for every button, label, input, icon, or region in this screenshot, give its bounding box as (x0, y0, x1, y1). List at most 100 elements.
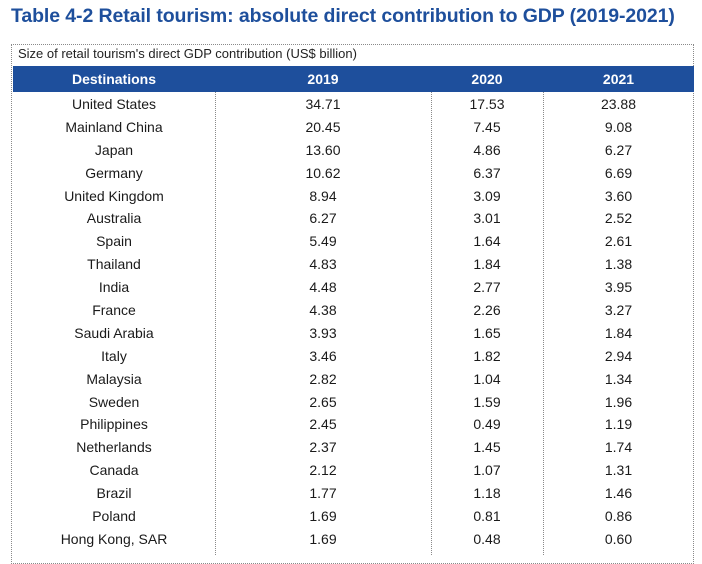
value-2020-cell: 1.65 (473, 324, 501, 341)
value-2021-cell: 23.88 (600, 96, 637, 112)
value-2020-cell: 0.81 (473, 508, 501, 525)
table-row: Netherlands 2.37 1.45 1.74 (13, 436, 694, 459)
table-row: Malaysia 2.82 1.04 1.34 (13, 368, 694, 391)
value-2019-cell: 20.45 (305, 118, 341, 135)
table-row: Germany 10.62 6.37 6.69 (13, 162, 694, 185)
value-2019-cell: 34.71 (305, 96, 341, 112)
value-2020-cell: 1.07 (473, 462, 501, 479)
value-2020-cell: 6.37 (473, 164, 501, 181)
value-2019-cell: 2.45 (309, 416, 337, 433)
destination-cell: Poland (92, 508, 136, 525)
column-separator (431, 92, 432, 555)
destination-cell: Saudi Arabia (74, 324, 154, 341)
table-row: Italy 3.46 1.82 2.94 (13, 345, 694, 368)
value-2020-cell: 4.86 (473, 141, 501, 158)
value-2020-cell: 1.84 (473, 256, 501, 273)
table-body: United States 34.71 17.53 23.88 Mainland Chi… (13, 93, 694, 551)
value-2019-cell: 1.77 (309, 485, 337, 502)
value-2020-cell: 1.82 (473, 347, 501, 364)
table-row: Australia 6.27 3.01 2.52 (13, 207, 694, 230)
table-row: Sweden 2.65 1.59 1.96 (13, 391, 694, 414)
value-2019-cell: 3.93 (309, 324, 337, 341)
table-row: Mainland China 20.45 7.45 9.08 (13, 116, 694, 139)
destination-cell: Philippines (80, 416, 148, 433)
table-row: Philippines 2.45 0.49 1.19 (13, 413, 694, 436)
value-2021-cell: 1.34 (604, 370, 633, 387)
destination-cell: Hong Kong, SAR (60, 530, 168, 547)
value-2019-cell: 8.94 (309, 187, 337, 204)
value-2021-cell: 1.19 (604, 416, 633, 433)
destination-cell: Italy (101, 347, 127, 364)
table-row: United Kingdom 8.94 3.09 3.60 (13, 185, 694, 208)
value-2019-cell: 4.48 (309, 279, 337, 296)
destination-cell: France (92, 302, 136, 319)
table-row: Thailand 4.83 1.84 1.38 (13, 253, 694, 276)
value-2019-cell: 3.46 (309, 347, 337, 364)
destination-cell: Brazil (96, 485, 132, 502)
value-2021-cell: 1.38 (604, 256, 633, 273)
value-2021-cell: 0.60 (604, 530, 633, 547)
value-2020-cell: 1.18 (473, 485, 501, 502)
table-title: Table 4-2 Retail tourism: absolute direc… (11, 5, 675, 27)
table-row: Japan 13.60 4.86 6.27 (13, 139, 694, 162)
table-row: Poland 1.69 0.81 0.86 (13, 505, 694, 528)
value-2021-cell: 2.52 (604, 210, 633, 227)
value-2021-cell: 6.27 (604, 141, 633, 158)
destination-cell: Thailand (87, 256, 141, 273)
destination-cell: Sweden (88, 393, 140, 410)
value-2021-cell: 1.46 (604, 485, 633, 502)
destination-cell: Australia (86, 210, 142, 227)
value-2019-cell: 2.12 (309, 462, 337, 479)
table-row: United States 34.71 17.53 23.88 (13, 93, 694, 116)
value-2020-cell: 2.77 (473, 279, 501, 296)
column-header-2021: 2021 (602, 71, 635, 87)
value-2019-cell: 6.27 (309, 210, 337, 227)
value-2021-cell: 1.96 (604, 393, 633, 410)
value-2020-cell: 3.01 (473, 210, 501, 227)
destination-cell: Mainland China (65, 118, 163, 135)
destination-cell: Malaysia (86, 370, 142, 387)
table-row: Hong Kong, SAR 1.69 0.48 0.60 (13, 528, 694, 551)
value-2021-cell: 1.84 (604, 324, 633, 341)
value-2021-cell: 3.60 (604, 187, 633, 204)
value-2021-cell: 2.94 (604, 347, 633, 364)
column-separator (543, 92, 544, 555)
value-2019-cell: 2.82 (309, 370, 337, 387)
value-2020-cell: 1.64 (473, 233, 501, 250)
destination-cell: United States (71, 96, 157, 112)
value-2019-cell: 1.69 (309, 530, 337, 547)
destination-cell: United Kingdom (64, 187, 164, 204)
column-header-2020: 2020 (471, 71, 503, 87)
value-2021-cell: 3.95 (604, 279, 633, 296)
destination-cell: Canada (89, 462, 139, 479)
value-2019-cell: 13.60 (305, 141, 341, 158)
value-2021-cell: 2.61 (604, 233, 633, 250)
destination-cell: Netherlands (76, 439, 152, 456)
value-2021-cell: 1.74 (604, 439, 633, 456)
table-row: Canada 2.12 1.07 1.31 (13, 459, 694, 482)
value-2021-cell: 3.27 (604, 302, 633, 319)
table-row: Saudi Arabia 3.93 1.65 1.84 (13, 322, 694, 345)
destination-cell: India (98, 279, 130, 296)
destination-cell: Japan (94, 141, 134, 158)
value-2020-cell: 0.48 (473, 530, 501, 547)
value-2021-cell: 6.69 (604, 164, 633, 181)
value-2020-cell: 3.09 (473, 187, 501, 204)
value-2020-cell: 7.45 (473, 118, 501, 135)
destination-cell: Spain (96, 233, 132, 250)
value-2020-cell: 1.45 (473, 439, 501, 456)
value-2021-cell: 0.86 (604, 508, 633, 525)
column-header-2019: 2019 (307, 71, 339, 87)
table-header: Destinations 2019 2020 2021 (13, 66, 694, 92)
destination-cell: Germany (85, 164, 143, 181)
value-2020-cell: 0.49 (473, 416, 501, 433)
value-2019-cell: 4.38 (309, 302, 337, 319)
value-2020-cell: 17.53 (469, 96, 505, 112)
table-subtitle: Size of retail tourism's direct GDP cont… (18, 46, 357, 61)
value-2019-cell: 2.65 (309, 393, 337, 410)
table-row: Spain 5.49 1.64 2.61 (13, 230, 694, 253)
value-2020-cell: 2.26 (473, 302, 501, 319)
value-2021-cell: 1.31 (604, 462, 633, 479)
column-separator (215, 92, 216, 555)
table-row: France 4.38 2.26 3.27 (13, 299, 694, 322)
